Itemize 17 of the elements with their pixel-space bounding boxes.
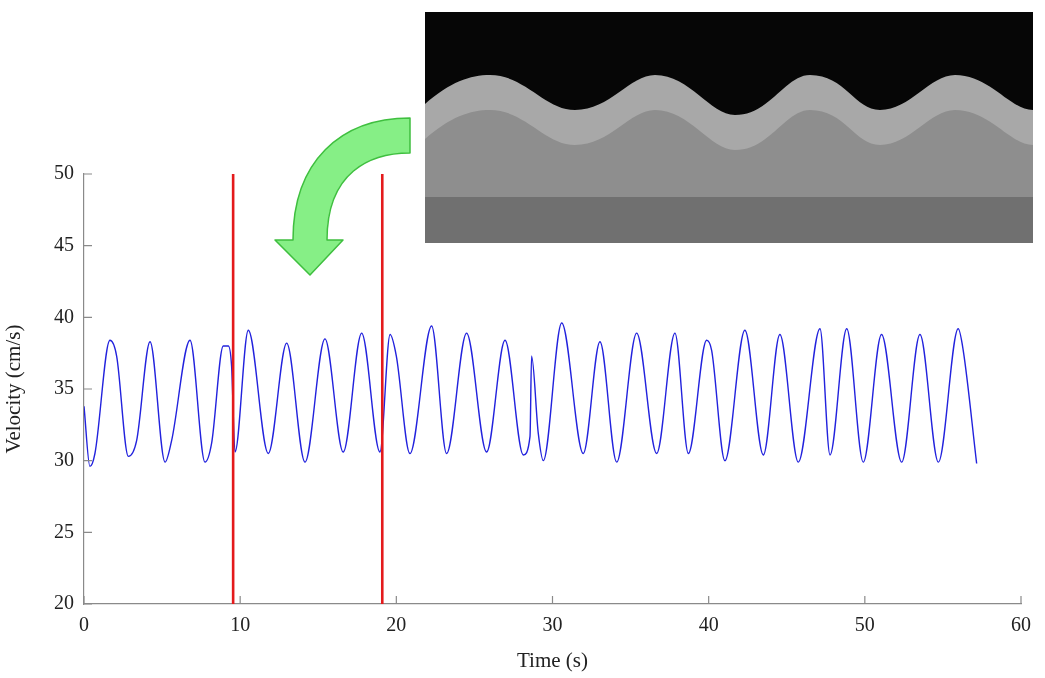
- y-tick-label: 35: [54, 376, 74, 399]
- x-tick-label: 0: [79, 613, 89, 636]
- x-tick-label: 50: [854, 613, 875, 636]
- y-tick-label: 40: [54, 304, 74, 327]
- line-series: [84, 322, 978, 468]
- x-tick-label: 30: [542, 613, 563, 636]
- x-tick-label: 10: [230, 613, 251, 636]
- y-tick-label: 30: [54, 447, 74, 470]
- x-tick-label: 20: [386, 613, 407, 636]
- x-tick-label: 60: [1011, 613, 1031, 636]
- x-tick-label: 40: [698, 613, 719, 636]
- y-tick-label: 45: [54, 232, 74, 255]
- x-axis-title: Time (s): [517, 647, 588, 672]
- y-tick-label: 25: [54, 519, 74, 542]
- y-tick-label: 20: [54, 591, 74, 614]
- y-axis-title: Velocity (cm/s): [1, 324, 26, 454]
- y-tick-label: 50: [54, 161, 74, 184]
